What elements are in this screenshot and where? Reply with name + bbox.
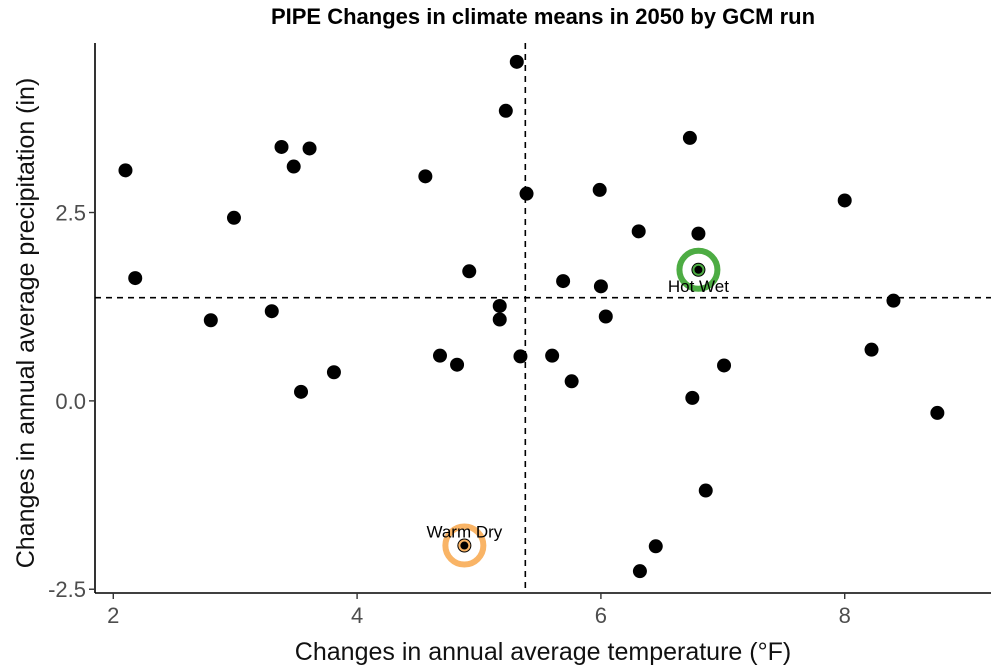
y-tick-label: 2.5 (55, 201, 86, 226)
data-point (418, 169, 433, 184)
data-point (432, 348, 447, 363)
data-point (648, 539, 663, 554)
y-axis-ticks: -2.5 0.0 2.5 (48, 201, 95, 602)
data-point (593, 279, 608, 294)
data-point (226, 210, 241, 225)
data-point (128, 271, 143, 286)
data-point (632, 564, 647, 579)
data-point (118, 163, 133, 178)
data-point (698, 483, 713, 498)
data-point (886, 293, 901, 308)
highlight-label: Hot Wet (668, 277, 729, 296)
data-point (685, 390, 700, 405)
data-point (717, 358, 732, 373)
data-point (556, 274, 571, 289)
data-point (837, 193, 852, 208)
x-tick-label: 8 (839, 603, 851, 628)
data-point (286, 159, 301, 174)
data-point (691, 226, 706, 241)
data-point (592, 182, 607, 197)
x-tick-label: 4 (351, 603, 363, 628)
data-point (326, 365, 341, 380)
data-point (492, 312, 507, 327)
chart-title: PIPE Changes in climate means in 2050 by… (271, 4, 815, 29)
data-point (564, 374, 579, 389)
x-axis-label: Changes in annual average temperature (°… (295, 638, 791, 666)
data-point (545, 348, 560, 363)
highlight-center (458, 539, 471, 552)
data-point (498, 103, 513, 118)
plot-area: 2 4 6 8 -2.5 0.0 2.5 Hot Wet Warm Dry (48, 43, 991, 628)
x-tick-label: 2 (107, 603, 119, 628)
data-points (118, 54, 945, 579)
data-point (519, 186, 534, 201)
highlight-center (692, 263, 705, 276)
data-point (302, 141, 317, 156)
data-point (203, 313, 218, 328)
highlight-ring (676, 247, 721, 292)
data-point (513, 349, 528, 364)
x-tick-label: 6 (595, 603, 607, 628)
data-point (930, 405, 945, 420)
y-axis-label: Changes in annual average precipitation … (12, 78, 40, 569)
y-tick-label: 0.0 (55, 389, 86, 414)
x-axis-ticks: 2 4 6 8 (107, 593, 851, 628)
data-point (450, 357, 465, 372)
data-point (492, 298, 507, 313)
highlight-label: Warm Dry (426, 523, 502, 542)
highlight-markers: Hot Wet Warm Dry (426, 247, 729, 568)
data-point (598, 309, 613, 324)
data-point (509, 54, 524, 69)
data-point (462, 264, 477, 279)
data-point (682, 130, 697, 145)
y-tick-label: -2.5 (48, 577, 86, 602)
data-point (294, 384, 309, 399)
data-point (864, 342, 879, 357)
highlight-ring (442, 523, 487, 568)
data-point (264, 304, 279, 319)
data-point (631, 224, 646, 239)
data-point (274, 139, 289, 154)
